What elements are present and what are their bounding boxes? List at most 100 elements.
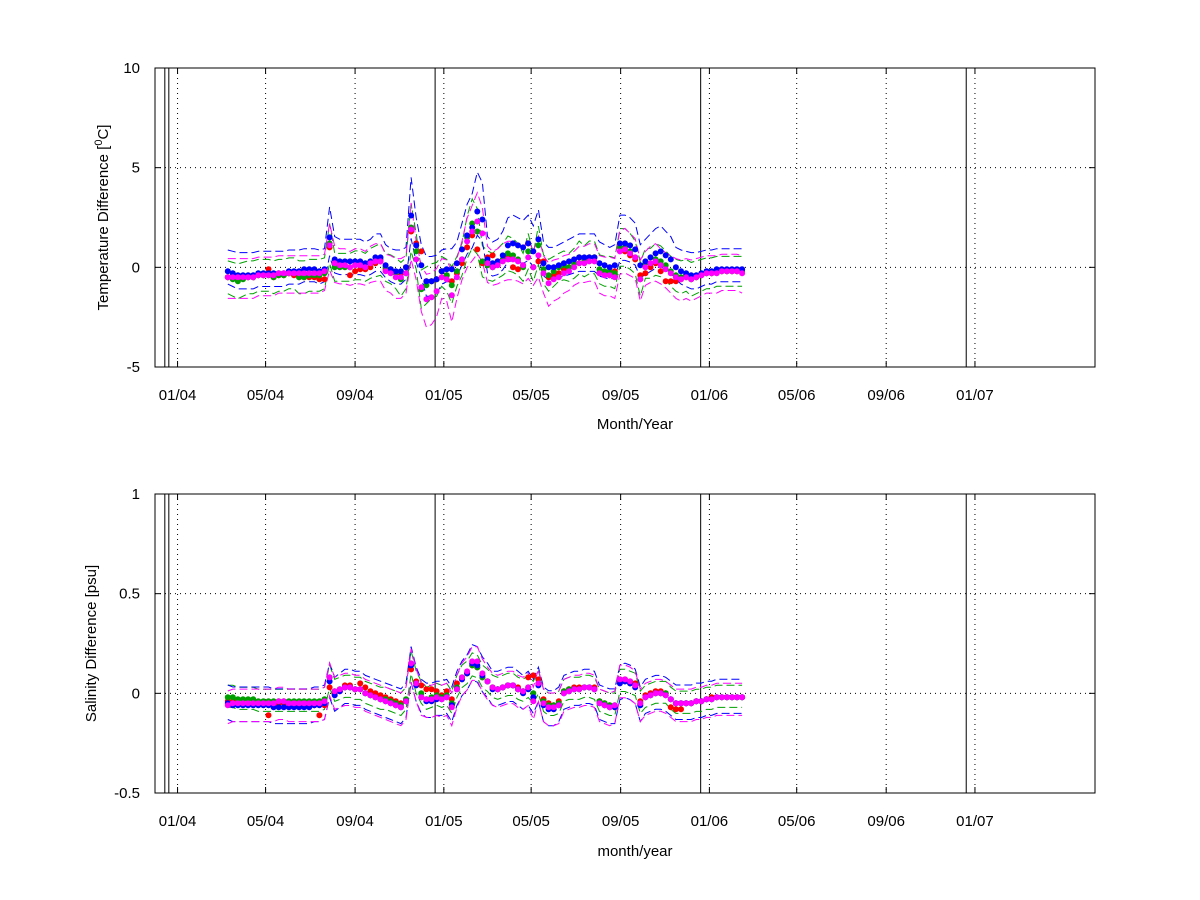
data-point bbox=[459, 256, 465, 263]
data-point bbox=[408, 660, 415, 667]
x-tick-label: 01/06 bbox=[691, 387, 729, 404]
data-point bbox=[581, 684, 588, 691]
data-point bbox=[428, 278, 435, 285]
data-point bbox=[571, 256, 578, 263]
data-point bbox=[408, 226, 415, 233]
data-point bbox=[688, 700, 695, 707]
data-point bbox=[260, 700, 267, 707]
data-point bbox=[667, 256, 674, 263]
x-tick-label: 09/06 bbox=[867, 813, 905, 830]
data-point bbox=[525, 240, 532, 247]
envelope-line-lower bbox=[227, 679, 743, 728]
data-point bbox=[474, 208, 481, 215]
data-point bbox=[693, 274, 700, 281]
x-tick-label: 01/07 bbox=[956, 387, 994, 404]
data-point bbox=[347, 684, 353, 691]
data-point bbox=[566, 688, 572, 695]
envelope-line-upper bbox=[227, 643, 743, 692]
data-point bbox=[494, 686, 501, 693]
data-point bbox=[525, 674, 532, 681]
data-point bbox=[316, 270, 323, 277]
data-point bbox=[499, 252, 506, 259]
data-point bbox=[489, 264, 496, 271]
data-point bbox=[382, 268, 389, 275]
data-point bbox=[718, 268, 725, 275]
data-point bbox=[291, 700, 297, 707]
y-tick-label: 5 bbox=[132, 160, 140, 177]
data-point bbox=[377, 258, 384, 265]
data-point bbox=[250, 274, 257, 281]
x-tick-label: 01/05 bbox=[425, 813, 463, 830]
data-point bbox=[606, 272, 613, 279]
data-point bbox=[535, 236, 542, 243]
data-point bbox=[336, 686, 343, 693]
data-point bbox=[662, 278, 669, 285]
data-point bbox=[515, 266, 521, 273]
data-point bbox=[713, 270, 720, 277]
data-point bbox=[515, 258, 521, 265]
data-point bbox=[739, 270, 746, 277]
data-point bbox=[423, 696, 430, 703]
data-point bbox=[729, 268, 735, 275]
data-point bbox=[530, 264, 537, 271]
data-point bbox=[652, 250, 659, 257]
data-point bbox=[591, 258, 598, 265]
data-point bbox=[627, 678, 634, 685]
x-tick-label: 05/05 bbox=[512, 387, 550, 404]
data-point bbox=[678, 706, 684, 713]
data-point bbox=[652, 258, 659, 265]
data-point bbox=[571, 686, 578, 693]
x-axis-label: month/year bbox=[597, 843, 672, 860]
data-point bbox=[479, 258, 486, 265]
data-point bbox=[234, 274, 241, 281]
data-point bbox=[433, 694, 440, 701]
y-tick-label: -5 bbox=[127, 359, 140, 376]
x-tick-label: 09/04 bbox=[336, 387, 374, 404]
data-point bbox=[545, 704, 552, 711]
data-point bbox=[535, 242, 542, 249]
x-tick-label: 09/04 bbox=[336, 813, 374, 830]
y-axis-label-main: Temperature Difference [ bbox=[95, 145, 112, 311]
data-point bbox=[387, 270, 394, 277]
data-point bbox=[555, 702, 562, 709]
data-point bbox=[326, 684, 333, 691]
data-point bbox=[260, 272, 267, 279]
y-axis-label-main: Salinity Difference [psu] bbox=[83, 565, 100, 722]
data-point bbox=[347, 258, 353, 265]
data-point bbox=[397, 274, 404, 281]
data-point bbox=[698, 698, 705, 705]
data-point bbox=[657, 248, 664, 255]
data-point bbox=[647, 254, 654, 261]
data-point bbox=[413, 242, 420, 249]
data-point bbox=[657, 262, 664, 269]
data-point bbox=[652, 690, 659, 697]
data-point bbox=[566, 268, 572, 275]
data-point bbox=[703, 696, 710, 703]
data-point bbox=[321, 698, 328, 705]
data-point bbox=[326, 234, 333, 241]
data-point bbox=[672, 706, 679, 713]
data-point bbox=[418, 262, 425, 269]
data-point bbox=[469, 658, 476, 665]
data-point bbox=[408, 212, 415, 219]
data-point bbox=[459, 246, 465, 253]
data-point bbox=[224, 268, 231, 275]
data-point bbox=[530, 672, 537, 679]
x-tick-label: 01/04 bbox=[159, 387, 197, 404]
y-axis-label: Salinity Difference [psu] bbox=[83, 565, 100, 722]
data-point bbox=[520, 688, 527, 695]
y-tick-label: 0 bbox=[132, 685, 140, 702]
data-point bbox=[657, 268, 664, 275]
y-tick-label: 10 bbox=[123, 60, 140, 77]
data-point bbox=[576, 686, 583, 693]
data-point bbox=[418, 248, 425, 255]
data-point bbox=[627, 242, 634, 249]
data-point bbox=[601, 262, 608, 269]
data-point bbox=[560, 270, 567, 277]
data-point bbox=[510, 264, 516, 271]
data-point bbox=[296, 700, 303, 707]
data-point bbox=[550, 264, 557, 271]
x-tick-label: 05/05 bbox=[512, 813, 550, 830]
data-point bbox=[540, 700, 547, 707]
data-point bbox=[550, 276, 557, 283]
